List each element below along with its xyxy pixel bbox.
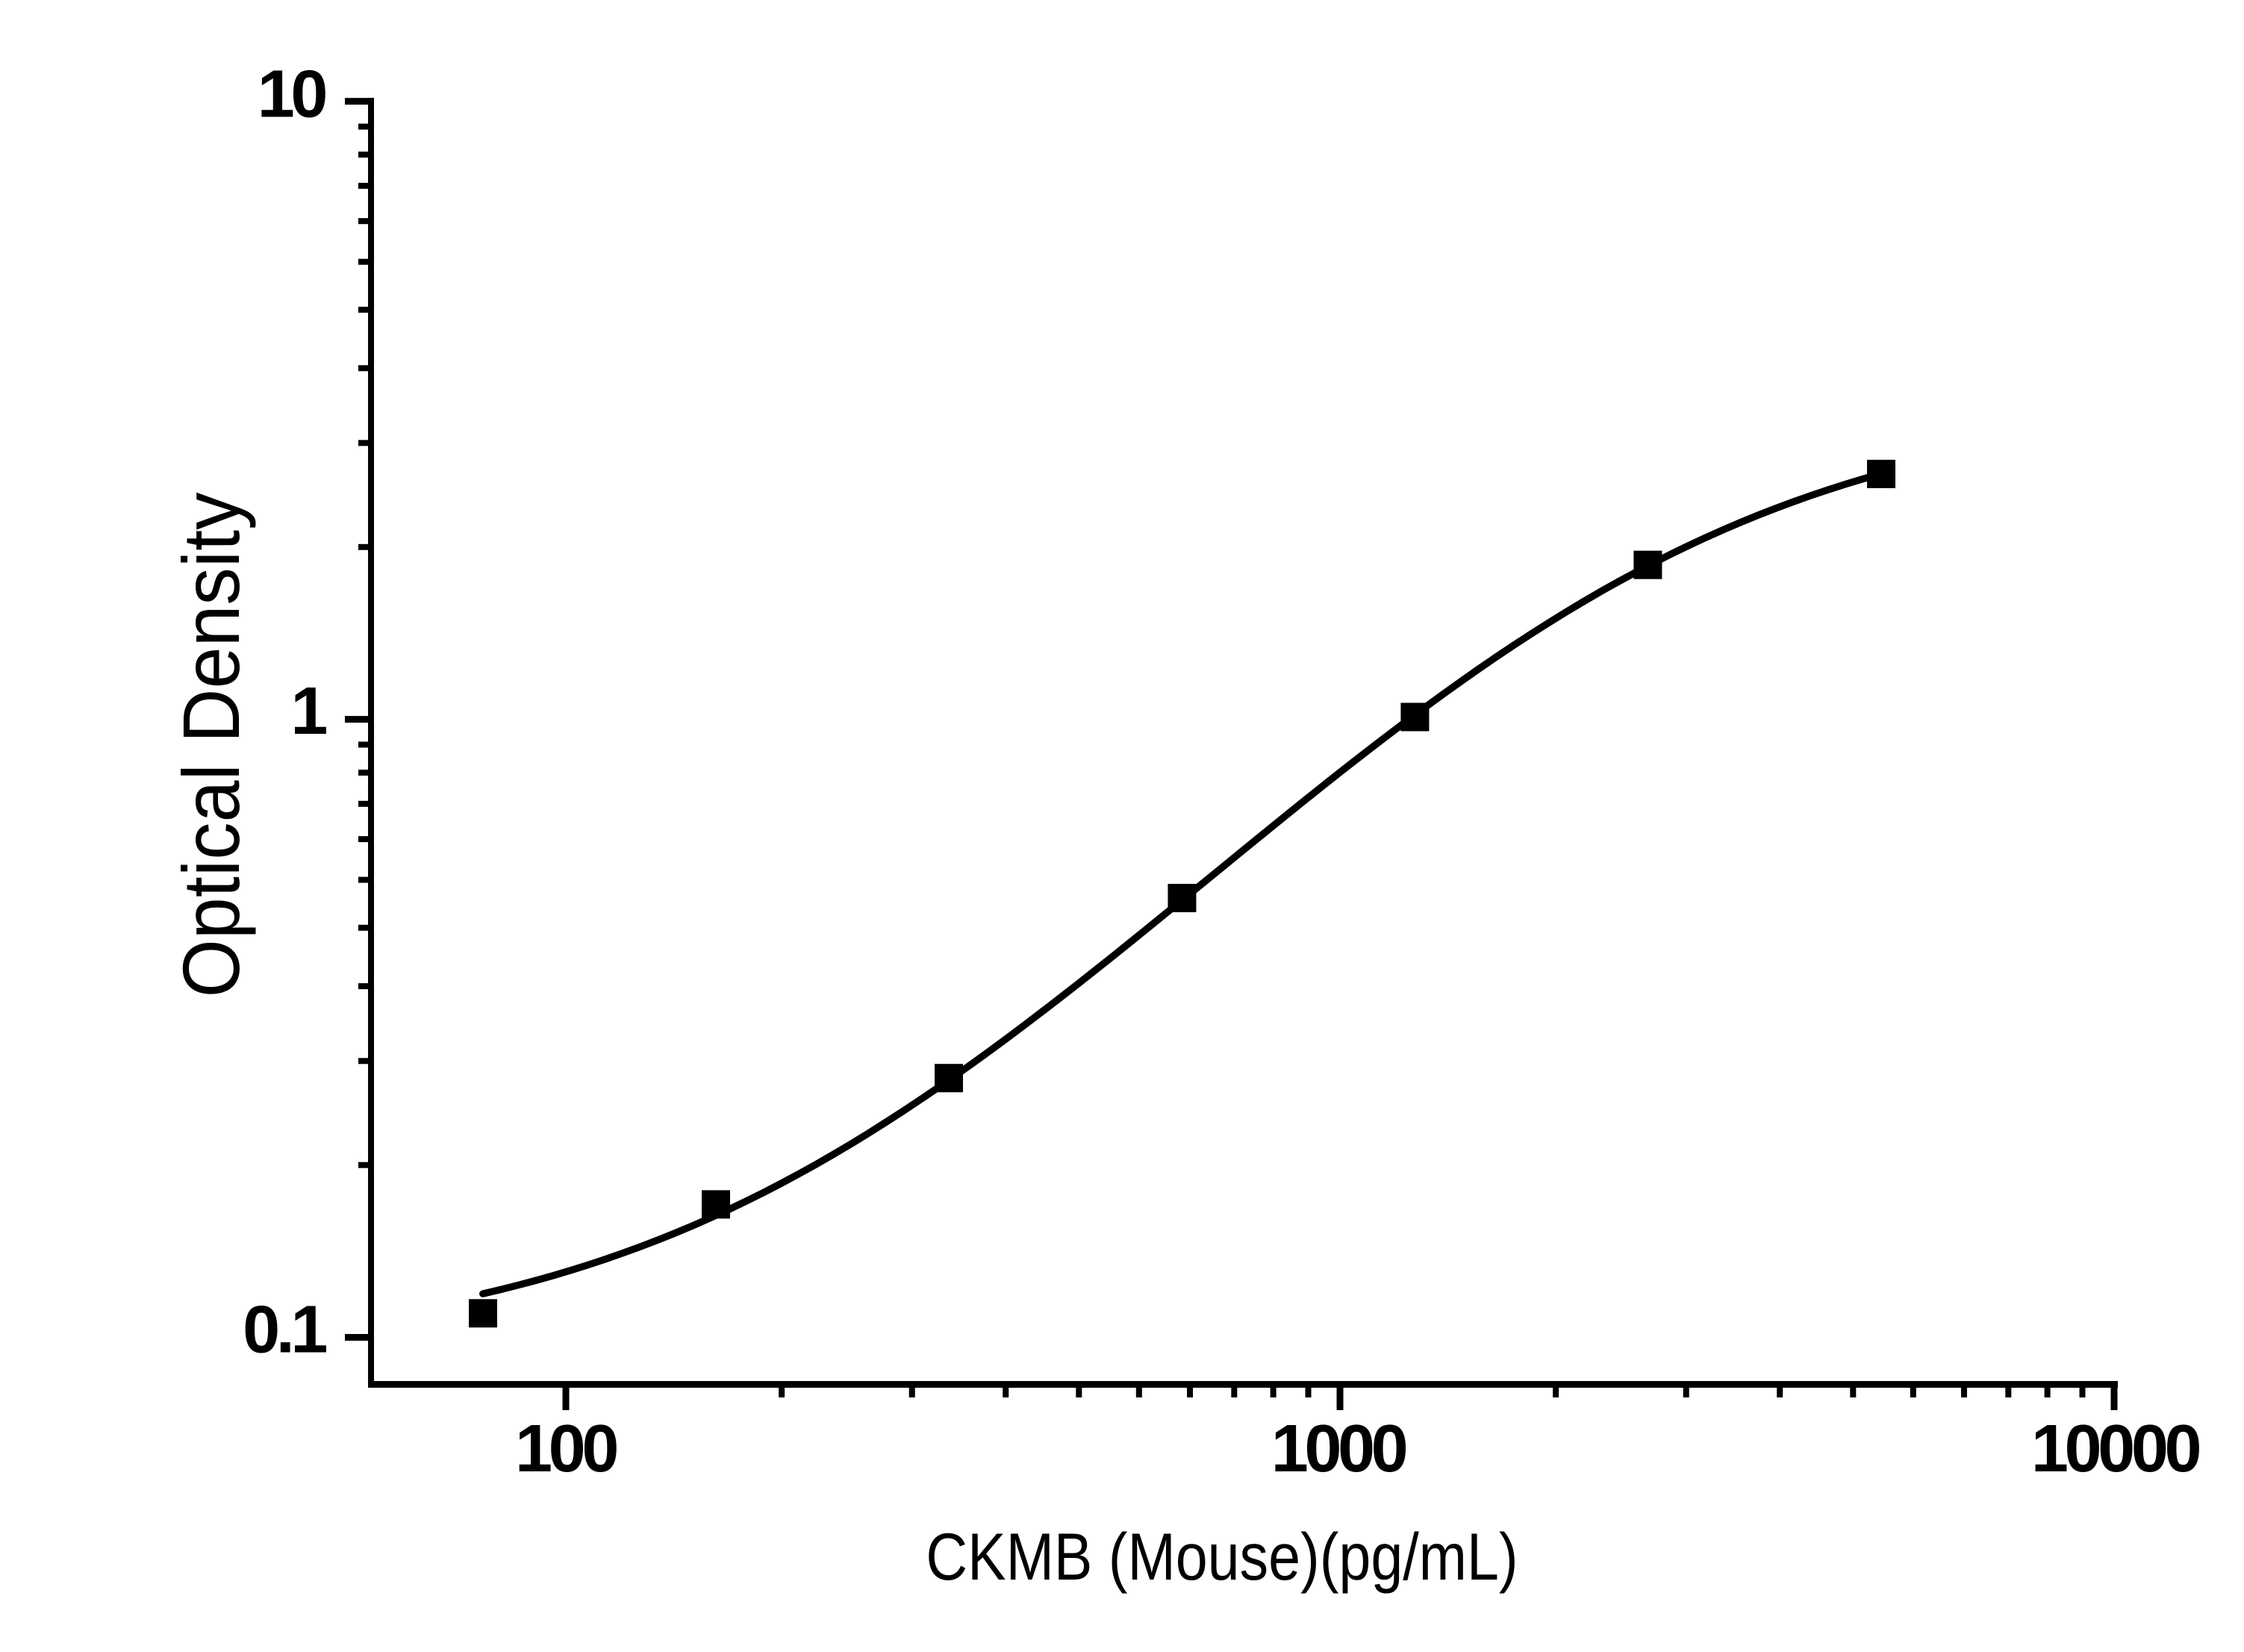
- svg-text:CKMB (Mouse)(pg/mL): CKMB (Mouse)(pg/mL): [926, 1520, 1518, 1594]
- svg-text:1000: 1000: [1271, 1412, 1406, 1486]
- svg-text:1: 1: [290, 674, 326, 749]
- svg-text:Optical Density: Optical Density: [166, 493, 257, 998]
- svg-text:10: 10: [258, 57, 326, 132]
- svg-text:100: 100: [515, 1412, 617, 1486]
- svg-text:10000: 10000: [2031, 1412, 2200, 1486]
- svg-text:0.1: 0.1: [243, 1293, 326, 1368]
